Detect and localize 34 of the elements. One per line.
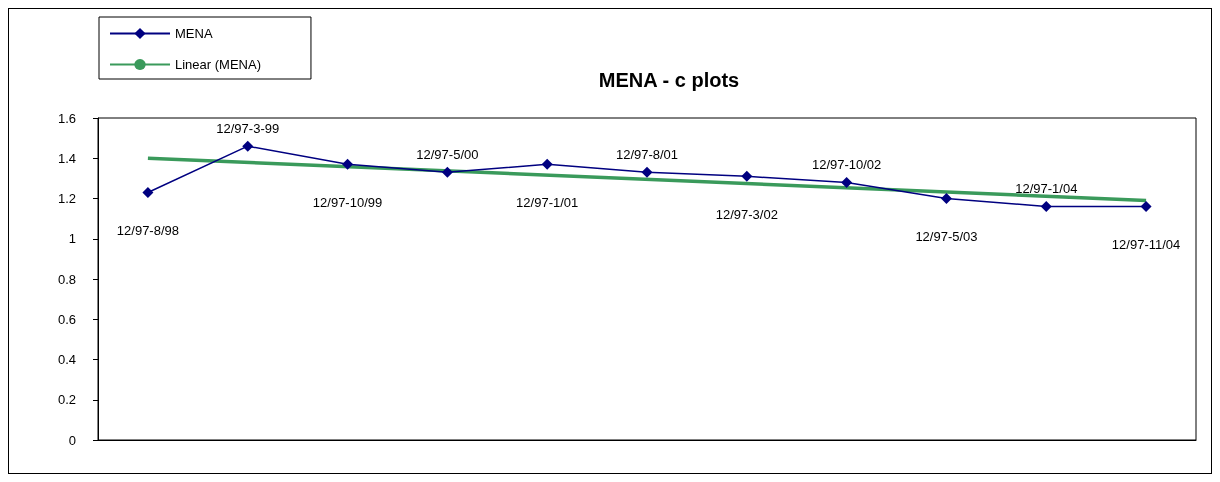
- point: [541, 158, 553, 170]
- x-tick-label: 12/97-5/03: [915, 229, 978, 244]
- point: [741, 170, 753, 182]
- point: [841, 176, 853, 188]
- x-tick-label: 12/97-8/98: [116, 222, 179, 238]
- legend-label: MENA: [175, 26, 213, 41]
- point: [342, 158, 354, 170]
- y-tick-label: 0: [68, 432, 76, 448]
- point: [641, 166, 653, 178]
- x-tick-label: 12/97-10/99: [312, 194, 383, 210]
- legend-label: Linear (MENA): [175, 57, 261, 72]
- y-tick-label: 1: [68, 231, 76, 247]
- point: [242, 140, 254, 152]
- x-tick-label: 12/97-10/02: [811, 156, 882, 172]
- y-tick-label: 0.4: [57, 352, 76, 367]
- chart-title: MENA - c plots: [598, 69, 740, 91]
- point: [441, 166, 453, 178]
- x-tick-label: 12/97-1/01: [516, 194, 579, 210]
- x-tick-label: 12/97-8/01: [615, 146, 679, 162]
- y-tick-label: 0.2: [57, 392, 76, 408]
- x-tick-label: 12/97-1/04: [1015, 181, 1078, 197]
- y-tick-label: 1.6: [57, 110, 76, 126]
- y-tick-label: 1.4: [57, 150, 76, 166]
- x-tick-label: 12/97-5/00: [416, 146, 479, 162]
- x-tick-label: 12/97-3-99: [216, 120, 280, 136]
- x-tick-label: 12/97-3/02: [715, 206, 778, 222]
- x-tick-label: 12/97-11/04: [1111, 237, 1181, 253]
- point: [142, 186, 154, 198]
- point: [1040, 201, 1052, 213]
- y-tick-label: 0.6: [57, 311, 76, 327]
- point: [1140, 201, 1152, 213]
- y-tick-label: 0.8: [57, 271, 76, 287]
- y-tick-label: 1.2: [57, 191, 76, 206]
- point: [940, 193, 952, 204]
